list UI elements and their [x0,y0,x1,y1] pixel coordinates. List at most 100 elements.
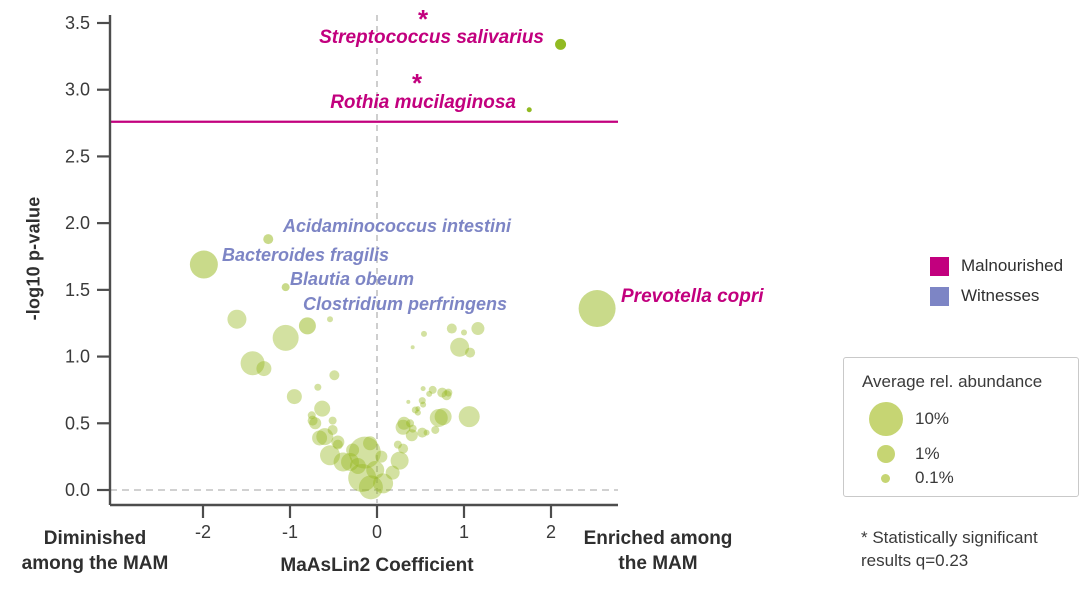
y-tick-label: 2.5 [65,146,90,166]
label-bacteroides-fragilis: Bacteroides fragilis [222,245,390,265]
data-bubble [398,443,409,454]
y-tick-label: 1.0 [65,347,90,367]
data-bubble [418,397,426,405]
data-bubble-acidaminococcus-intestini [263,234,274,245]
data-bubble [414,409,421,416]
data-bubble [397,416,411,430]
abundance-label: 1% [915,444,940,463]
legend-label: Malnourished [961,256,1064,275]
data-bubble [428,385,437,394]
data-bubble [328,416,337,425]
group-legend: Malnourished Witnesses [930,256,1063,316]
data-bubble [408,424,417,433]
data-bubble [327,424,338,435]
data-bubble-prevotella-copri [578,290,616,328]
x-tick-label: 1 [459,522,469,542]
diminished-note: Diminished among the MAM [21,528,169,575]
data-bubble [461,329,467,336]
data-bubble-clostridium-perfringens [298,317,316,335]
data-bubble [358,475,383,500]
data-bubble-bacteroides-fragilis [189,250,218,279]
data-bubble-streptococcus-salivarius [555,38,567,50]
data-bubble [316,428,334,446]
x-tick-label: 2 [546,522,556,542]
data-bubble [385,465,400,480]
data-bubble [406,419,415,428]
data-bubble [348,436,381,469]
abundance-legend-title: Average rel. abundance [862,372,1043,391]
witnesses-swatch-icon [930,286,949,306]
abundance-label: 0.1% [915,468,954,487]
legend-item-witnesses: Witnesses [930,286,1063,306]
data-bubble [320,445,341,466]
data-bubble [420,401,427,408]
significance-asterisk-rothia: * [412,68,423,98]
data-bubble [341,452,360,471]
x-tick-label: 0 [372,522,382,542]
data-bubble-rothia-mucilaginosa [526,107,532,113]
data-bubble [349,457,366,474]
data-bubble [314,400,331,417]
x-tick-label: -2 [195,522,211,542]
data-bubble [431,425,440,434]
x-tick-label: -1 [282,522,298,542]
data-bubble [333,452,353,472]
data-bubble [309,417,322,430]
data-bubble [272,324,299,351]
data-bubble [395,419,411,435]
y-tick-label: 1.5 [65,280,90,300]
legend-label: Witnesses [961,286,1040,305]
data-bubble [256,361,272,377]
data-bubble [375,450,388,463]
data-bubble [406,399,411,404]
data-bubble [420,386,426,392]
abundance-item-10pct: 10% [869,402,949,436]
abundance-item-01pct: 0.1% [881,468,954,488]
data-bubble [329,370,340,381]
data-bubble [450,337,470,357]
data-bubble [327,316,334,323]
label-blautia-obeum: Blautia obeum [290,269,415,289]
data-bubble [420,330,427,337]
y-tick-label: 3.5 [65,13,90,33]
y-tick-label: 0.5 [65,413,90,433]
data-bubble [240,351,265,376]
data-bubble [366,460,385,479]
data-bubble [227,309,247,329]
data-bubble [373,473,394,494]
data-bubble [411,406,419,414]
label-clostridium-perfringens: Clostridium perfringens [303,294,508,314]
x-axis-title: MaAsLin2 Coefficient [280,555,474,576]
data-bubble [332,439,343,450]
y-axis-title: -log10 p-value [23,196,44,321]
data-bubble [465,347,476,358]
data-bubble [417,427,428,438]
data-bubble [307,415,318,426]
y-tick-label: 0.0 [65,480,90,500]
data-bubble [393,440,402,449]
data-bubble [286,389,302,405]
data-bubble [434,408,452,426]
data-bubble [410,345,415,350]
enriched-note: Enriched among the MAM [583,528,733,575]
data-bubble [437,387,448,398]
data-bubble [441,390,452,401]
significance-asterisk-streptococcus: * [418,4,429,34]
label-streptococcus-salivarius: Streptococcus salivarius [319,27,544,48]
label-prevotella-copri: Prevotella copri [621,286,764,307]
data-bubble-blautia-obeum [281,283,290,292]
data-bubble [314,383,322,391]
data-bubble [415,406,421,412]
significance-note: * Statistically significant results q=0.… [861,528,1038,570]
data-bubble [471,322,485,336]
data-bubble [444,388,453,397]
label-acidaminococcus-intestini: Acidaminococcus intestini [283,216,512,236]
abundance-label: 10% [915,409,950,428]
legend-item-malnourished: Malnourished [930,256,1063,276]
y-tick-label: 3.0 [65,80,90,100]
data-bubble [429,408,448,427]
label-rothia-mucilaginosa: Rothia mucilaginosa [330,92,516,113]
abundance-item-1pct: 1% [877,444,940,464]
